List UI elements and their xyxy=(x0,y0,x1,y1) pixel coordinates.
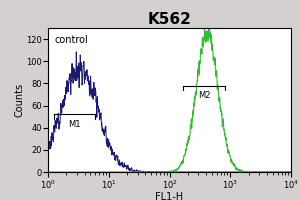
Text: M2: M2 xyxy=(198,91,210,100)
Title: K562: K562 xyxy=(148,12,191,27)
Y-axis label: Counts: Counts xyxy=(15,83,25,117)
Text: control: control xyxy=(55,35,89,45)
Text: M1: M1 xyxy=(68,120,81,129)
X-axis label: FL1-H: FL1-H xyxy=(155,192,184,200)
